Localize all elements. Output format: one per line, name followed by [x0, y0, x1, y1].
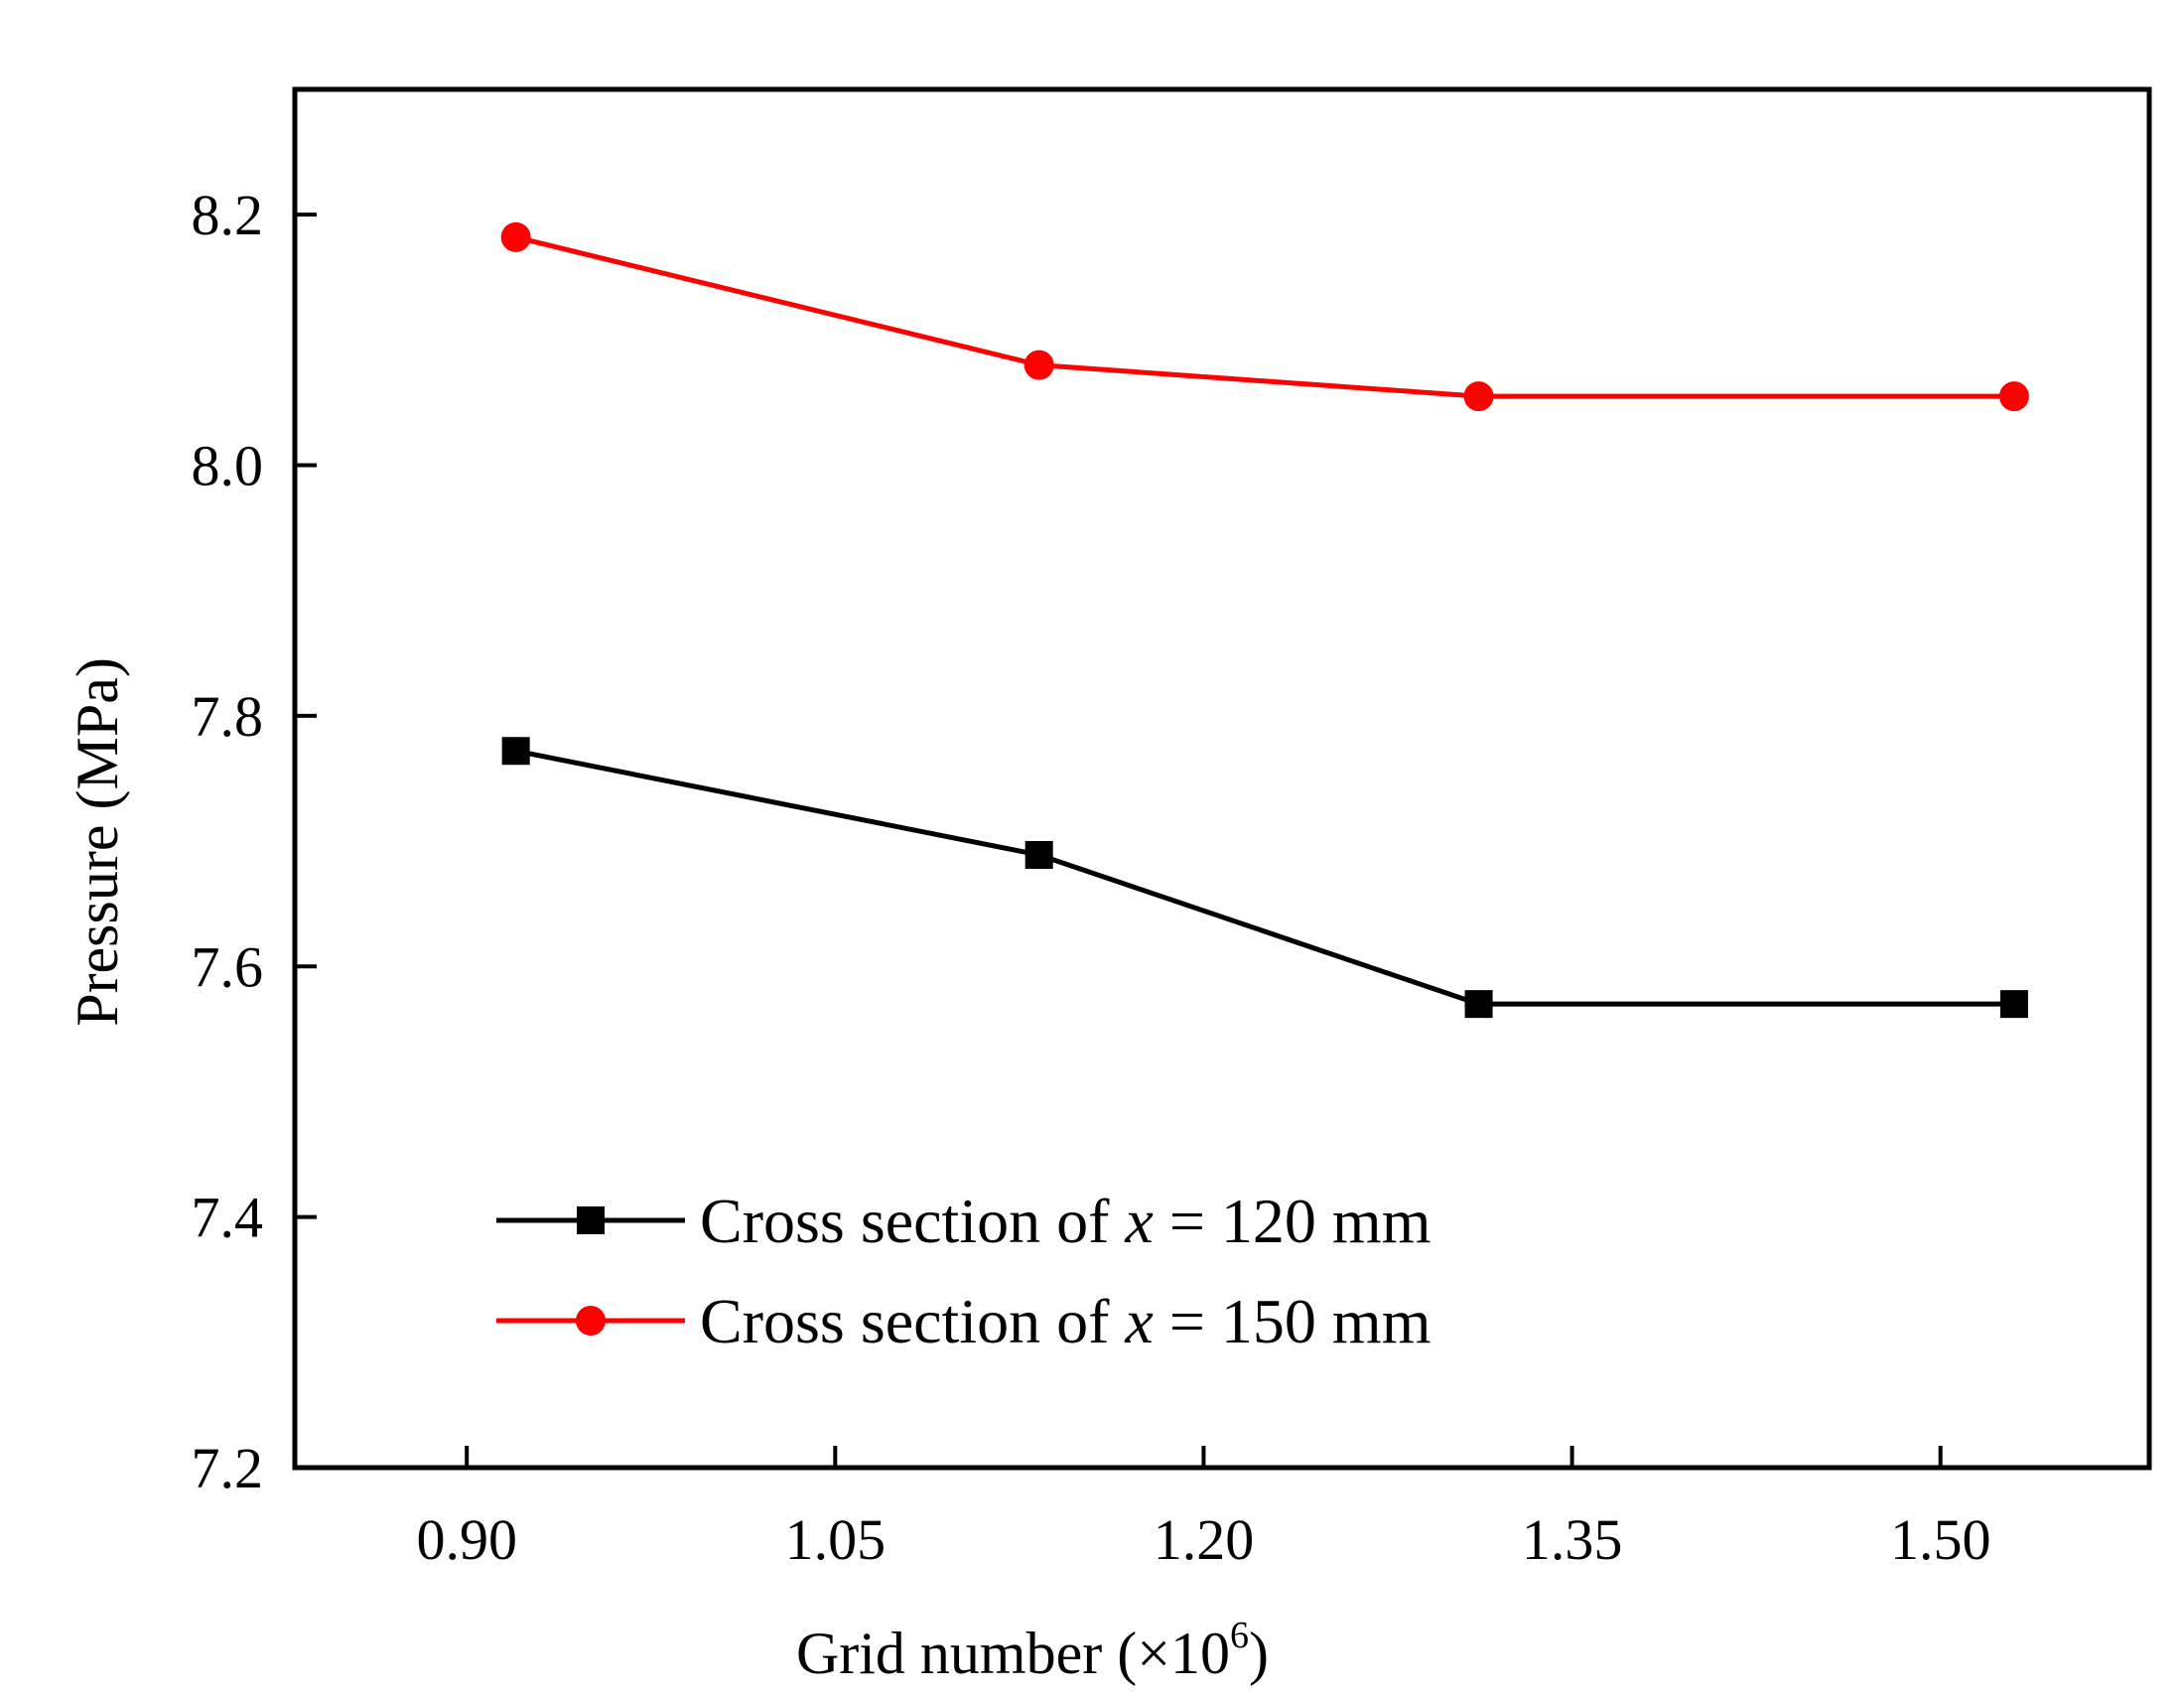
series-2-point — [1998, 381, 2029, 412]
y-tick-label: 8.2 — [192, 183, 264, 247]
x-axis-title-text: Grid number (×10 — [796, 1621, 1230, 1686]
x-tick-label: 1.20 — [1154, 1507, 1255, 1572]
series-2-point — [500, 221, 531, 252]
x-tick-label: 1.50 — [1890, 1507, 1991, 1572]
y-tick-label: 7.6 — [192, 934, 264, 999]
legend-label-variable: x — [1124, 1286, 1153, 1356]
x-axis-title-exponent: 6 — [1230, 1615, 1249, 1656]
x-tick-label: 1.05 — [785, 1507, 887, 1572]
legend-label-1: Cross section of x = 120 mm — [700, 1186, 1431, 1256]
y-axis-ticks: 7.2 7.4 7.6 7.8 8.0 8.2 — [192, 183, 317, 1500]
legend-label-suffix: = 120 mm — [1154, 1186, 1432, 1256]
x-tick-label: 1.35 — [1522, 1507, 1623, 1572]
legend-label-variable: x — [1124, 1186, 1153, 1256]
series-1-point — [1464, 990, 1493, 1019]
plot-frame — [292, 86, 2152, 1471]
series-2-point — [1024, 350, 1054, 380]
y-tick-label: 7.2 — [192, 1436, 264, 1500]
legend-marker-2 — [576, 1306, 606, 1336]
x-tick-label: 0.90 — [416, 1507, 517, 1572]
series-1-point — [1999, 990, 2028, 1019]
series-1-point — [501, 737, 530, 766]
legend-label-suffix: = 150 mm — [1154, 1286, 1432, 1356]
x-axis-title: Grid number (×106) — [796, 1615, 1269, 1686]
series-2-point — [1463, 381, 1494, 412]
legend-label-prefix: Cross section of — [700, 1186, 1125, 1256]
y-tick-label: 7.8 — [192, 684, 264, 749]
series-line-1 — [515, 748, 2014, 1007]
series-line-2 — [515, 234, 2014, 399]
y-tick-label: 7.4 — [192, 1186, 264, 1250]
y-tick-label: 8.0 — [192, 434, 264, 498]
series-layer — [500, 221, 2029, 1019]
x-axis-ticks: 0.90 1.05 1.20 1.35 1.50 — [416, 1446, 1990, 1572]
legend-label-2: Cross section of x = 150 mm — [700, 1286, 1431, 1356]
series-1-point — [1024, 840, 1053, 869]
legend-label-prefix: Cross section of — [700, 1286, 1125, 1356]
y-axis-title: Pressure (MPa) — [65, 657, 130, 1027]
x-axis-title-close: ) — [1249, 1621, 1269, 1686]
legend-marker-1 — [577, 1206, 605, 1234]
